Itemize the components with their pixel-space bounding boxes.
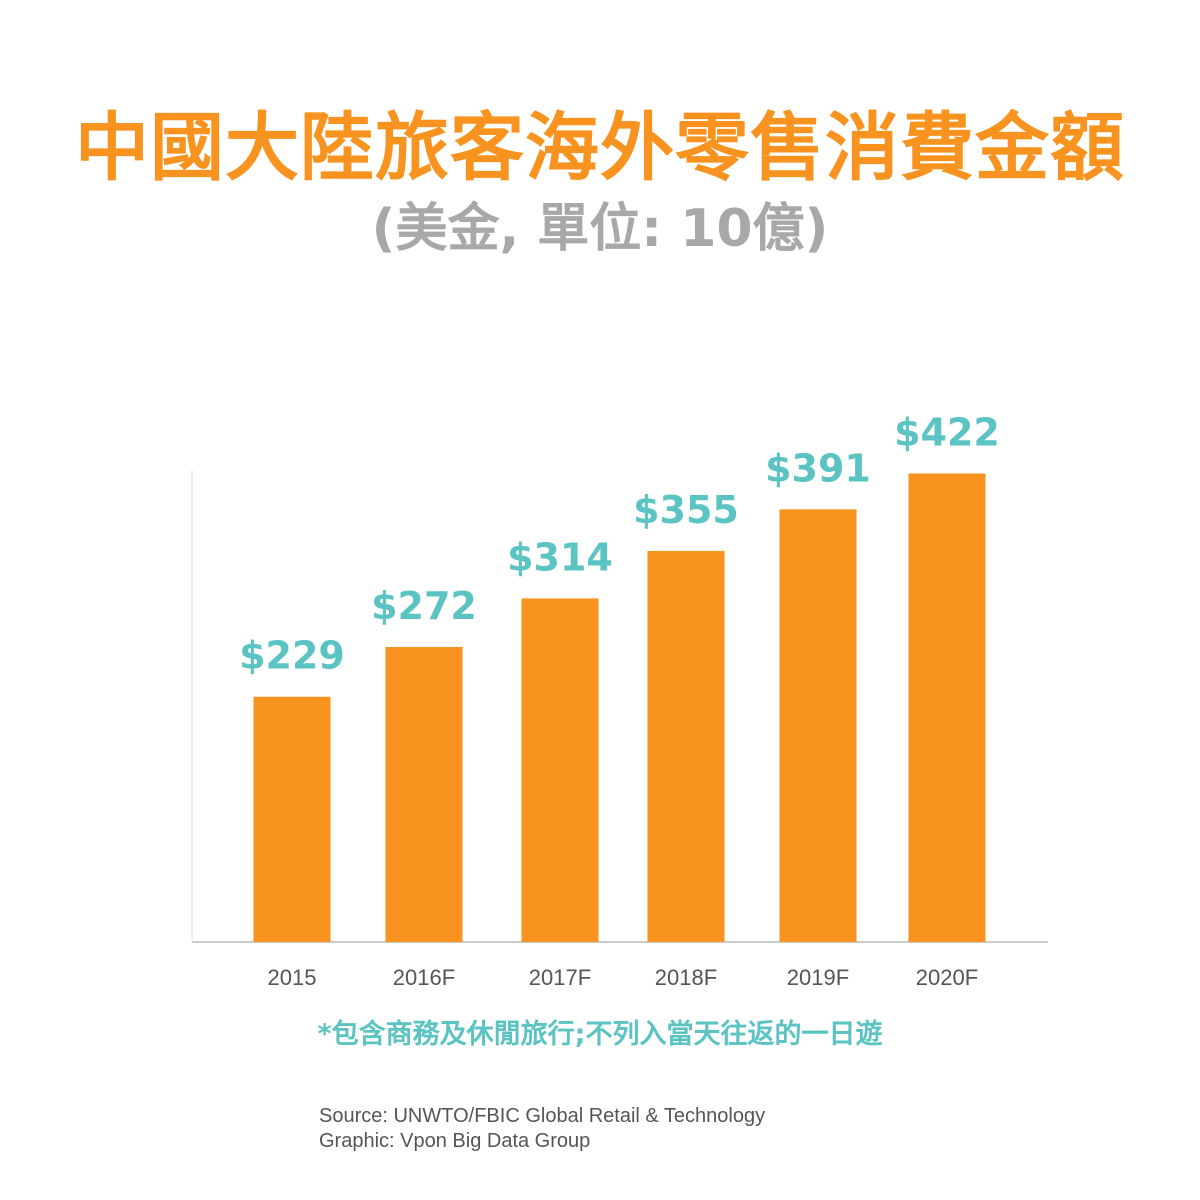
data-label: $229 <box>239 634 345 678</box>
chart-title: 中國大陸旅客海外零售消費金額 <box>75 105 1125 191</box>
data-label: $391 <box>765 446 871 490</box>
data-label: $422 <box>894 410 1000 454</box>
data-label: $355 <box>633 488 739 532</box>
footnote: *包含商務及休閒旅行;不列入當天往返的一日遊 <box>317 1019 883 1050</box>
bar-2016F <box>385 647 463 942</box>
graphic-credit: Graphic: Vpon Big Data Group <box>319 1130 591 1152</box>
bar-2020F <box>908 473 986 942</box>
bar-2017F <box>521 598 599 942</box>
x-tick-label: 2018F <box>655 965 717 990</box>
bar-2019F <box>779 509 857 942</box>
source-text: Source: UNWTO/FBIC Global Retail & Techn… <box>319 1105 766 1127</box>
bar-2015 <box>253 696 331 942</box>
x-tick-label: 2017F <box>529 965 591 990</box>
chart-subtitle: (美金, 單位: 10億) <box>371 199 829 259</box>
data-label: $314 <box>507 535 613 579</box>
bar-2018F <box>647 550 725 942</box>
x-tick-label: 2020F <box>916 965 978 990</box>
data-label: $272 <box>371 584 477 628</box>
x-tick-label: 2019F <box>787 965 849 990</box>
x-tick-label: 2015 <box>268 965 317 990</box>
x-tick-label: 2016F <box>393 965 455 990</box>
